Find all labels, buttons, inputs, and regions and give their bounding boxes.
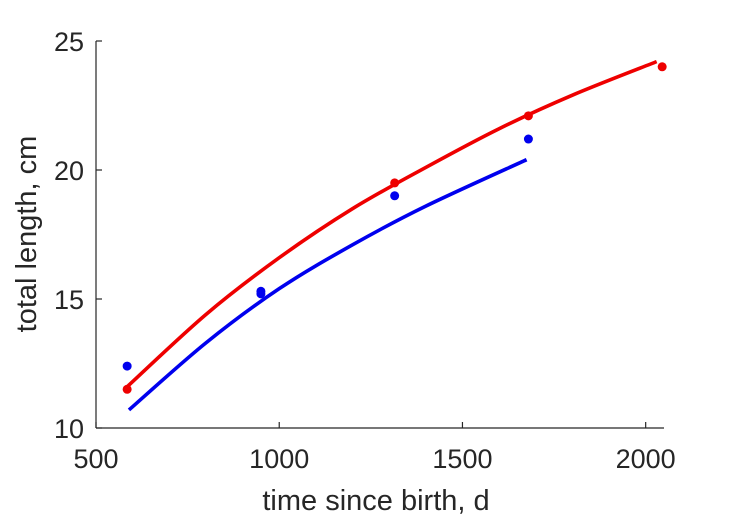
x-axis-label: time since birth, d (262, 485, 489, 517)
data-points (122, 62, 667, 394)
y-tick-label: 25 (54, 27, 84, 57)
data-point-series-1 (256, 289, 266, 299)
y-tick-label: 20 (54, 156, 84, 186)
x-tick-label: 2000 (616, 444, 676, 474)
data-point-series-2 (657, 62, 667, 72)
y-tick-label: 15 (54, 285, 84, 315)
x-tick-label: 1500 (432, 444, 492, 474)
data-point-series-2 (390, 178, 400, 188)
x-tick-label: 500 (73, 444, 118, 474)
data-point-series-1 (122, 361, 132, 371)
data-point-series-2 (122, 384, 132, 394)
fit-curve-series-2 (125, 59, 658, 389)
data-point-series-2 (523, 111, 533, 121)
x-tick-label: 1000 (249, 444, 309, 474)
y-axis-label: total length, cm (11, 136, 43, 333)
axes: 500 1000 1500 2000 10 15 20 25 (54, 27, 676, 474)
y-tick-label: 10 (54, 414, 84, 444)
fit-curve-series-1 (127, 158, 528, 412)
fit-curves (125, 59, 658, 412)
data-point-series-1 (390, 191, 400, 201)
data-point-series-1 (523, 134, 533, 144)
